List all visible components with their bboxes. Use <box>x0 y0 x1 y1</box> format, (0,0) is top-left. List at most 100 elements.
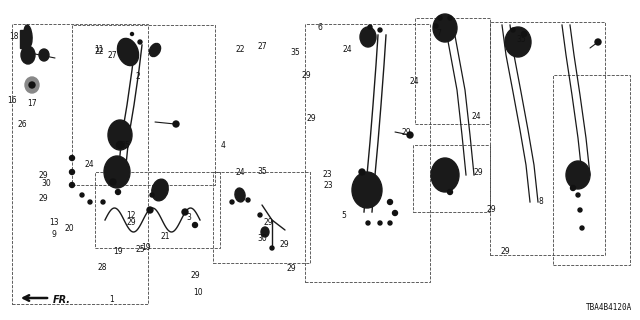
Ellipse shape <box>108 120 132 150</box>
Ellipse shape <box>29 82 35 88</box>
Text: 29: 29 <box>190 271 200 280</box>
Text: 1: 1 <box>109 295 115 304</box>
Bar <box>20 30 27 48</box>
Text: 18: 18 <box>10 32 19 41</box>
Text: 29: 29 <box>401 128 412 137</box>
Text: 23: 23 <box>323 170 333 179</box>
Ellipse shape <box>101 200 105 204</box>
Bar <box>413 145 490 212</box>
Ellipse shape <box>580 226 584 230</box>
Ellipse shape <box>511 28 515 32</box>
Bar <box>553 75 630 265</box>
Ellipse shape <box>104 156 130 188</box>
Ellipse shape <box>39 49 49 61</box>
Ellipse shape <box>447 189 452 195</box>
Text: 29: 29 <box>301 71 311 80</box>
Text: 2: 2 <box>135 72 140 81</box>
Ellipse shape <box>152 179 168 201</box>
Text: 20: 20 <box>64 224 74 233</box>
Text: 19: 19 <box>113 247 124 256</box>
Ellipse shape <box>448 16 452 20</box>
Ellipse shape <box>115 189 120 195</box>
Ellipse shape <box>21 46 35 64</box>
Ellipse shape <box>378 221 382 225</box>
Ellipse shape <box>570 186 575 190</box>
Text: 25: 25 <box>136 245 146 254</box>
Ellipse shape <box>80 193 84 197</box>
Text: 35: 35 <box>516 36 527 44</box>
Ellipse shape <box>270 246 274 250</box>
Ellipse shape <box>182 209 188 215</box>
Text: 19: 19 <box>141 244 151 252</box>
Text: 29: 29 <box>280 240 290 249</box>
Text: 35: 35 <box>120 141 130 150</box>
Text: 11: 11 <box>95 45 104 54</box>
Text: 10: 10 <box>193 288 204 297</box>
Ellipse shape <box>149 44 161 57</box>
Ellipse shape <box>378 28 382 32</box>
Text: 27: 27 <box>257 42 268 51</box>
Text: 29: 29 <box>126 218 136 227</box>
Text: 26: 26 <box>17 120 28 129</box>
Text: 29: 29 <box>307 114 317 123</box>
Ellipse shape <box>118 38 138 66</box>
Text: 29: 29 <box>38 194 49 203</box>
Bar <box>213 172 310 263</box>
Text: 8: 8 <box>538 197 543 206</box>
Text: 16: 16 <box>6 96 17 105</box>
Text: 35: 35 <box>257 167 268 176</box>
Ellipse shape <box>88 200 92 204</box>
Ellipse shape <box>407 132 413 138</box>
Ellipse shape <box>70 156 74 161</box>
Text: 29: 29 <box>486 205 497 214</box>
Ellipse shape <box>576 193 580 197</box>
Text: 24: 24 <box>410 77 420 86</box>
Text: 12: 12 <box>127 212 136 220</box>
Text: 24: 24 <box>235 168 245 177</box>
Text: 29: 29 <box>286 264 296 273</box>
Bar <box>95 172 220 248</box>
Text: 9: 9 <box>52 230 57 239</box>
Ellipse shape <box>388 221 392 225</box>
Ellipse shape <box>193 222 198 228</box>
Ellipse shape <box>352 172 382 208</box>
Text: 22: 22 <box>236 45 244 54</box>
Text: 24: 24 <box>84 160 95 169</box>
Ellipse shape <box>230 200 234 204</box>
Ellipse shape <box>235 188 245 202</box>
Text: FR.: FR. <box>53 295 71 305</box>
Text: 28: 28 <box>98 263 107 272</box>
Bar <box>490 22 605 255</box>
Ellipse shape <box>261 227 269 237</box>
Ellipse shape <box>116 141 124 148</box>
Ellipse shape <box>70 182 74 188</box>
Ellipse shape <box>173 121 179 127</box>
Ellipse shape <box>138 40 142 44</box>
Ellipse shape <box>246 198 250 202</box>
Text: 29: 29 <box>500 247 511 256</box>
Ellipse shape <box>368 25 372 29</box>
Text: 29: 29 <box>264 218 274 227</box>
Ellipse shape <box>147 207 153 213</box>
Ellipse shape <box>566 161 590 189</box>
Bar <box>415 18 490 124</box>
Ellipse shape <box>392 211 397 215</box>
Text: 4: 4 <box>220 141 225 150</box>
Ellipse shape <box>505 27 531 57</box>
Bar <box>72 25 215 185</box>
Ellipse shape <box>438 16 442 20</box>
Text: 6: 6 <box>317 23 323 32</box>
Bar <box>305 24 430 282</box>
Ellipse shape <box>70 170 74 174</box>
Ellipse shape <box>131 33 134 36</box>
Text: 27: 27 <box>107 52 117 60</box>
Text: 3: 3 <box>186 213 191 222</box>
Ellipse shape <box>595 39 601 45</box>
Text: 21: 21 <box>161 232 170 241</box>
Text: TBA4B4120A: TBA4B4120A <box>586 303 632 312</box>
Ellipse shape <box>387 199 392 204</box>
Text: 30: 30 <box>257 234 268 243</box>
Text: 22: 22 <box>95 47 104 56</box>
Text: 24: 24 <box>342 45 352 54</box>
Ellipse shape <box>431 158 459 192</box>
